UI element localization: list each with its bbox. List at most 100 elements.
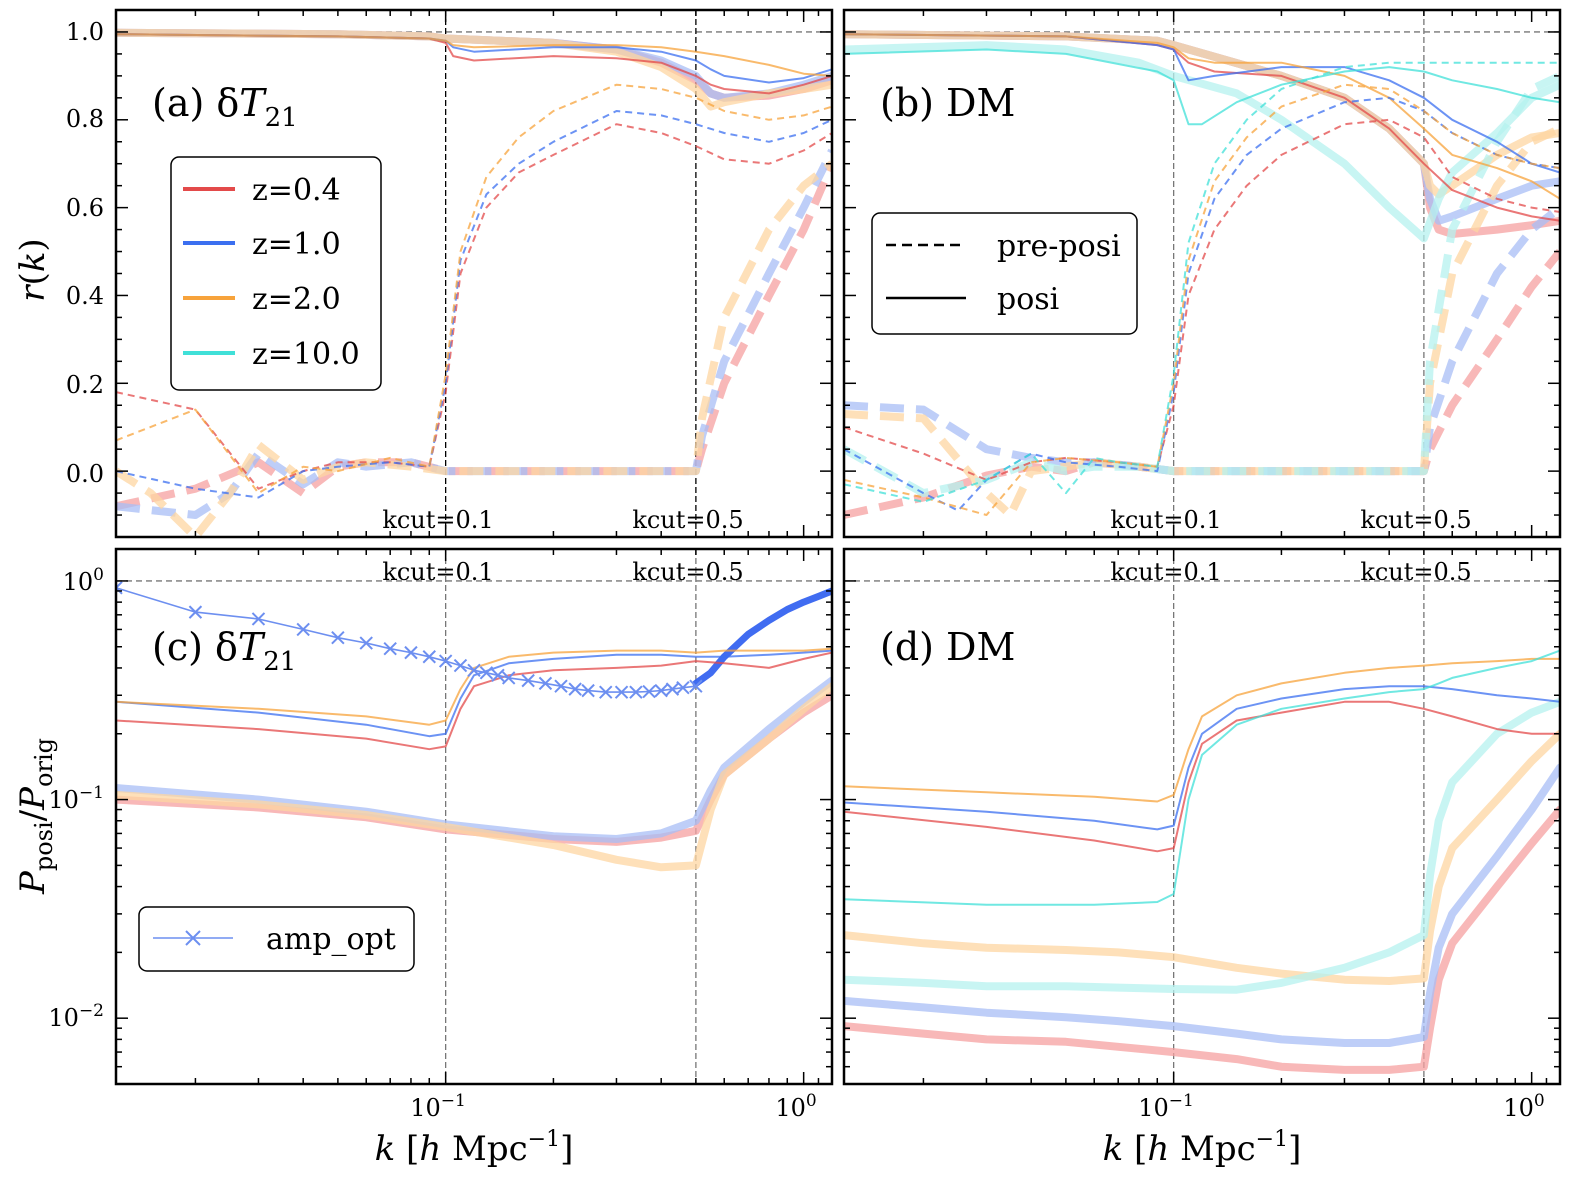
ytick-label-1e0: 100 [63, 565, 104, 596]
panel-d-series-z-1-0-thin [844, 685, 1560, 831]
legend-label-z2.0: z=2.0 [252, 282, 341, 317]
panel-b-plot-area [844, 10, 1560, 537]
panel-c-amp-marker-15 [521, 673, 535, 688]
panel-c-amp-marker-21 [614, 685, 629, 699]
legend-redshift-box [170, 156, 382, 391]
panel-c-amp-marker-17 [554, 679, 568, 693]
y-axis-label-top: r(k) [13, 238, 53, 301]
panel-a-series-z-1-0-pre-posi [116, 110, 832, 499]
legend-label-amp-opt: amp_opt [266, 922, 396, 957]
panel-d-series-z-2-0-thin [844, 657, 1560, 803]
legend-redshift: z=0.4 z=1.0 z=2.0 z=10.0 [170, 156, 382, 391]
panel-d-title: (d) DM [880, 625, 1015, 669]
panel-c-plot-area [116, 549, 832, 1084]
panel-c-amp-marker-9 [438, 654, 453, 668]
panel-c-series-amp-opt [116, 586, 697, 693]
panel-c-amp-marker-11 [467, 663, 481, 678]
xtick-label-c-1e-1: 10−1 [410, 1091, 466, 1122]
legend-label-pre-posi: pre-posi [997, 229, 1121, 264]
ytick-label-0.6: 0.6 [66, 194, 104, 222]
panel-c-amp-marker-5 [359, 636, 373, 650]
panel-c-amp-marker-4 [331, 631, 345, 645]
kcut-label-c-1: kcut=0.1 [382, 558, 493, 586]
ytick-label-1e-2: 10−2 [48, 1001, 104, 1032]
xtick-label-d-1e-1: 10−1 [1138, 1091, 1194, 1122]
panel-c-amp-marker-8 [422, 650, 436, 664]
legend-amp: amp_opt [138, 906, 415, 972]
panel-d-series-z-10-0-thin [844, 649, 1560, 906]
kcut-label-b-2: kcut=0.5 [1360, 506, 1471, 534]
kcut-label-d-2: kcut=0.5 [1360, 558, 1471, 586]
panel-c-amp-marker-7 [404, 645, 418, 660]
panel-c-amp-marker-18 [568, 682, 582, 696]
panel-b-title: (b) DM [880, 81, 1015, 125]
panel-c-title: (c) δT21 [152, 625, 296, 677]
panel-c-amp-marker-6 [383, 641, 397, 656]
panel-c-amp-marker-0 [116, 581, 123, 595]
panel-b-series-z-10-0-pre-posi [844, 61, 1560, 503]
panel-c-amp-marker-14 [501, 671, 516, 685]
panel-c-amp-marker-19 [581, 683, 595, 698]
panel-d-frame [842, 547, 1562, 1086]
panel-c-series-z-1-0-thick [116, 676, 832, 843]
panel-b-series-z-10-0-thick [844, 41, 1560, 243]
panel-b-series-z-0-4-posi [844, 33, 1560, 222]
legend-label-z1.0: z=1.0 [252, 227, 341, 262]
kcut-label-a-2: kcut=0.5 [632, 506, 743, 534]
kcut-label-d-1: kcut=0.1 [1110, 558, 1221, 586]
panel-c-series-z-0-4-thin [116, 651, 832, 751]
panel-c-amp-marker-12 [479, 666, 494, 680]
ytick-label-0.0: 0.0 [66, 460, 104, 488]
panel-c-amp-marker-23 [642, 684, 656, 699]
panel-c-amp-marker-2 [251, 612, 266, 626]
panel-c-amp-marker-1 [188, 605, 203, 619]
kcut-label-a-1: kcut=0.1 [382, 506, 493, 534]
legend-marker-amp-opt [185, 930, 201, 946]
panel-c-amp-marker-26 [676, 680, 690, 695]
panel-a-plot-area [116, 10, 832, 537]
panel-c-amp-marker-10 [453, 658, 468, 673]
legend-label-posi: posi [997, 282, 1059, 317]
kcut-label-c-2: kcut=0.5 [632, 558, 743, 586]
ytick-label-0.8: 0.8 [66, 105, 104, 133]
axis-ticks [116, 10, 1560, 1085]
panel-d-series-z-2-0-thick [844, 729, 1560, 985]
x-axis-label-right: k [h Mpc−1] [1103, 1127, 1302, 1169]
panel-d-series-z-0-4-thick [844, 805, 1560, 1074]
panel-c-amp-marker-22 [629, 685, 643, 699]
panel-b-series-z-1-0-posi [844, 33, 1560, 174]
panel-a-series-z-2-0-pre-thick [116, 160, 832, 537]
ytick-label-1.0: 1.0 [66, 18, 104, 46]
panel-a-title: (a) δT21 [152, 81, 298, 133]
panel-c-series-z-2-0-thick [116, 682, 832, 872]
legend-linestyle-box [871, 212, 1138, 335]
panel-b-series-z-0-4-pre-thick [844, 248, 1560, 519]
panel-d-plot-area [844, 549, 1560, 1084]
panel-c-amp-marker-24 [654, 683, 668, 698]
panel-c-frame [114, 547, 834, 1086]
xtick-label-d-1e0: 100 [1503, 1091, 1544, 1122]
y-axis-label-bottom: Pposi/Porig [13, 738, 58, 895]
panel-c-series-amp-opt-high-k [692, 587, 832, 687]
panel-b-series-z-10-0-posi [844, 48, 1560, 126]
legend-label-z0.4: z=0.4 [252, 173, 341, 208]
legend-label-z10.0: z=10.0 [252, 337, 360, 372]
panel-d-series-z-1-0-thick [844, 763, 1560, 1047]
x-axis-label-left: k [h Mpc−1] [375, 1127, 574, 1169]
kcut-label-b-1: kcut=0.1 [1110, 506, 1221, 534]
panel-c-amp-marker-3 [296, 622, 310, 637]
panel-a-series-z-2-0-pre-posi [116, 83, 832, 495]
panel-c-amp-marker-27 [689, 679, 703, 693]
panel-c-amp-marker-16 [538, 676, 553, 691]
ytick-label-0.2: 0.2 [66, 371, 104, 399]
xtick-label-c-1e0: 100 [775, 1091, 816, 1122]
panel-d-series-z-10-0-thick [844, 697, 1560, 994]
panel-b-series-z-10-0-pre-thick [844, 72, 1560, 498]
panel-a-series-z-2-0-posi [116, 33, 832, 77]
panel-b-series-z-2-0-pre-posi [844, 83, 1560, 516]
legend-linestyle: pre-posi posi [871, 212, 1138, 335]
panel-c-series-z-1-0-thin [116, 649, 832, 738]
panel-c-series-z-2-0-thin [116, 647, 832, 726]
panel-c-amp-marker-13 [491, 668, 505, 683]
